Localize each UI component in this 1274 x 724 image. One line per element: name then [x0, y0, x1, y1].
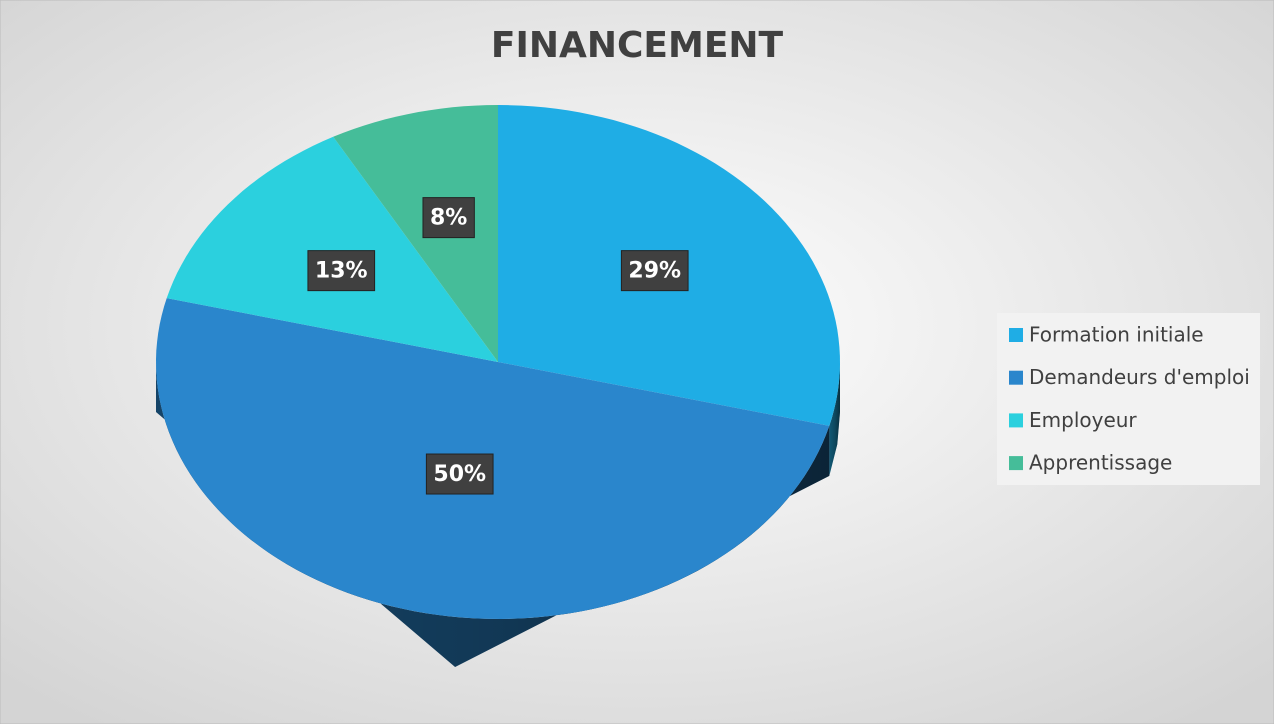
data-label: 8% [430, 206, 467, 231]
legend-swatch [1009, 370, 1023, 385]
chart-title: FINANCEMENT [491, 25, 784, 66]
legend: Formation initiale Demandeurs d'emploi Emp… [1009, 323, 1250, 475]
legend-label: Demandeurs d'emploi [1029, 365, 1250, 389]
legend-swatch [1009, 413, 1023, 428]
legend-label: Apprentissage [1029, 451, 1172, 475]
data-label-box [620, 250, 689, 292]
slice [166, 136, 498, 362]
data-label-box [425, 453, 494, 495]
pie: 29% 50% 13% 8% [156, 105, 840, 667]
legend-box [997, 313, 1260, 485]
data-label: 13% [315, 259, 368, 284]
data-label-box [422, 197, 475, 239]
data-label: 50% [433, 462, 486, 487]
legend-swatch [1009, 456, 1023, 471]
slice [333, 105, 498, 362]
data-label-box [307, 250, 376, 292]
legend-label: Formation initiale [1029, 323, 1204, 347]
slice-side-shade [829, 362, 840, 476]
legend-swatch [1009, 328, 1023, 342]
legend-label: Employeur [1029, 408, 1137, 432]
data-label: 29% [628, 259, 681, 284]
